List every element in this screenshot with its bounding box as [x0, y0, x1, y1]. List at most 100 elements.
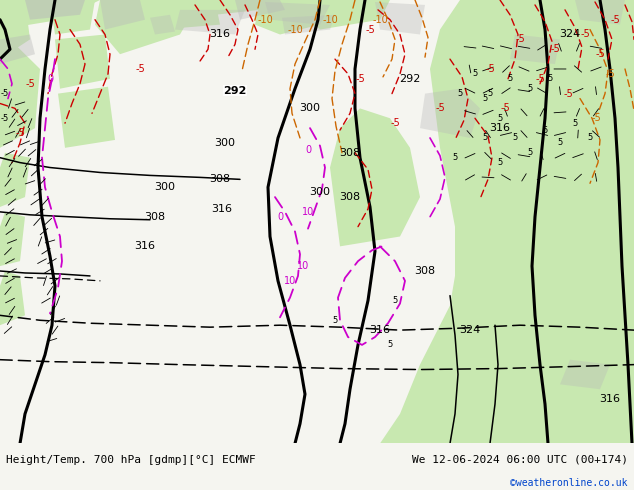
Text: We 12-06-2024 06:00 UTC (00+174): We 12-06-2024 06:00 UTC (00+174)	[411, 455, 628, 465]
Text: -5: -5	[15, 128, 25, 138]
Text: 5: 5	[507, 74, 513, 83]
Text: -5: -5	[1, 114, 9, 123]
Text: 292: 292	[223, 86, 247, 96]
Text: 316: 316	[134, 242, 155, 251]
Polygon shape	[510, 34, 560, 64]
Polygon shape	[0, 34, 35, 64]
Text: -5: -5	[500, 103, 510, 113]
Text: 0: 0	[305, 145, 311, 155]
Text: 5: 5	[557, 138, 562, 147]
Text: 5: 5	[527, 148, 533, 157]
Text: -5: -5	[580, 29, 590, 40]
Text: 5: 5	[482, 94, 488, 103]
Text: 5: 5	[472, 70, 477, 78]
Polygon shape	[0, 212, 25, 266]
Text: 5: 5	[542, 125, 548, 135]
Polygon shape	[330, 108, 420, 246]
Text: 5: 5	[527, 84, 533, 93]
Text: 5: 5	[498, 114, 503, 123]
Polygon shape	[255, 0, 350, 34]
Text: 308: 308	[339, 192, 361, 202]
Text: 5: 5	[488, 89, 493, 98]
Text: 300: 300	[299, 103, 321, 113]
Text: -5: -5	[485, 64, 495, 74]
Text: 316: 316	[209, 29, 231, 40]
Polygon shape	[485, 79, 560, 158]
Polygon shape	[25, 0, 85, 20]
Text: 316: 316	[600, 394, 621, 404]
Text: -5: -5	[365, 24, 375, 35]
Polygon shape	[50, 0, 95, 34]
Text: -5: -5	[25, 79, 35, 89]
Text: -5: -5	[355, 74, 365, 84]
Text: 10: 10	[302, 207, 314, 217]
Text: -5: -5	[515, 34, 525, 45]
Text: 316: 316	[370, 325, 391, 335]
Text: 316: 316	[212, 204, 233, 214]
Polygon shape	[0, 39, 40, 148]
Text: 10: 10	[297, 261, 309, 271]
Polygon shape	[265, 2, 330, 24]
Text: -5: -5	[563, 89, 573, 98]
Text: 5: 5	[573, 119, 578, 128]
Polygon shape	[560, 360, 610, 389]
Polygon shape	[0, 0, 65, 29]
Polygon shape	[375, 2, 425, 34]
Polygon shape	[0, 0, 30, 59]
Text: -5: -5	[610, 15, 620, 24]
Text: -10: -10	[257, 15, 273, 24]
Text: 5: 5	[512, 133, 517, 143]
Polygon shape	[155, 0, 220, 29]
Text: 300: 300	[155, 182, 176, 192]
Text: 5: 5	[332, 316, 338, 325]
Polygon shape	[165, 0, 265, 20]
Text: -10: -10	[287, 24, 303, 35]
Text: 5: 5	[387, 341, 392, 349]
Polygon shape	[305, 0, 390, 29]
Text: 5: 5	[392, 296, 398, 305]
Text: -5: -5	[1, 89, 9, 98]
Text: 292: 292	[399, 74, 421, 84]
Text: 300: 300	[214, 138, 235, 148]
Text: -10: -10	[322, 15, 338, 24]
Text: -5: -5	[595, 49, 605, 59]
Text: -5: -5	[550, 44, 560, 54]
Text: -5: -5	[135, 64, 145, 74]
Text: 308: 308	[209, 174, 231, 184]
Text: 0: 0	[47, 74, 53, 84]
Text: 5: 5	[457, 89, 463, 98]
Polygon shape	[58, 87, 115, 148]
Text: 324: 324	[460, 325, 481, 335]
Text: -10: -10	[372, 15, 388, 24]
Text: 5: 5	[453, 153, 458, 162]
Polygon shape	[0, 0, 100, 20]
Polygon shape	[0, 153, 30, 207]
Text: 0: 0	[277, 212, 283, 222]
Polygon shape	[95, 0, 200, 54]
Polygon shape	[380, 0, 634, 443]
Text: 5: 5	[547, 74, 553, 83]
Text: 308: 308	[415, 266, 436, 276]
Polygon shape	[430, 0, 570, 325]
Text: 316: 316	[489, 123, 510, 133]
Text: -5: -5	[435, 103, 445, 113]
Polygon shape	[175, 10, 245, 34]
Text: 300: 300	[309, 187, 330, 197]
Polygon shape	[150, 15, 175, 34]
Text: 324: 324	[559, 29, 581, 40]
Text: 5: 5	[587, 133, 593, 143]
Text: -5: -5	[535, 74, 545, 84]
Polygon shape	[282, 15, 335, 34]
Text: ©weatheronline.co.uk: ©weatheronline.co.uk	[510, 478, 628, 488]
Polygon shape	[575, 0, 625, 24]
Text: 308: 308	[339, 148, 361, 158]
Polygon shape	[420, 89, 480, 138]
Text: -5: -5	[591, 113, 601, 123]
Text: Height/Temp. 700 hPa [gdmp][°C] ECMWF: Height/Temp. 700 hPa [gdmp][°C] ECMWF	[6, 455, 256, 465]
Text: -5: -5	[390, 118, 400, 128]
Polygon shape	[100, 0, 145, 29]
Polygon shape	[55, 34, 110, 89]
Text: 5: 5	[498, 158, 503, 167]
Text: -5: -5	[605, 69, 615, 79]
Text: 308: 308	[145, 212, 165, 222]
